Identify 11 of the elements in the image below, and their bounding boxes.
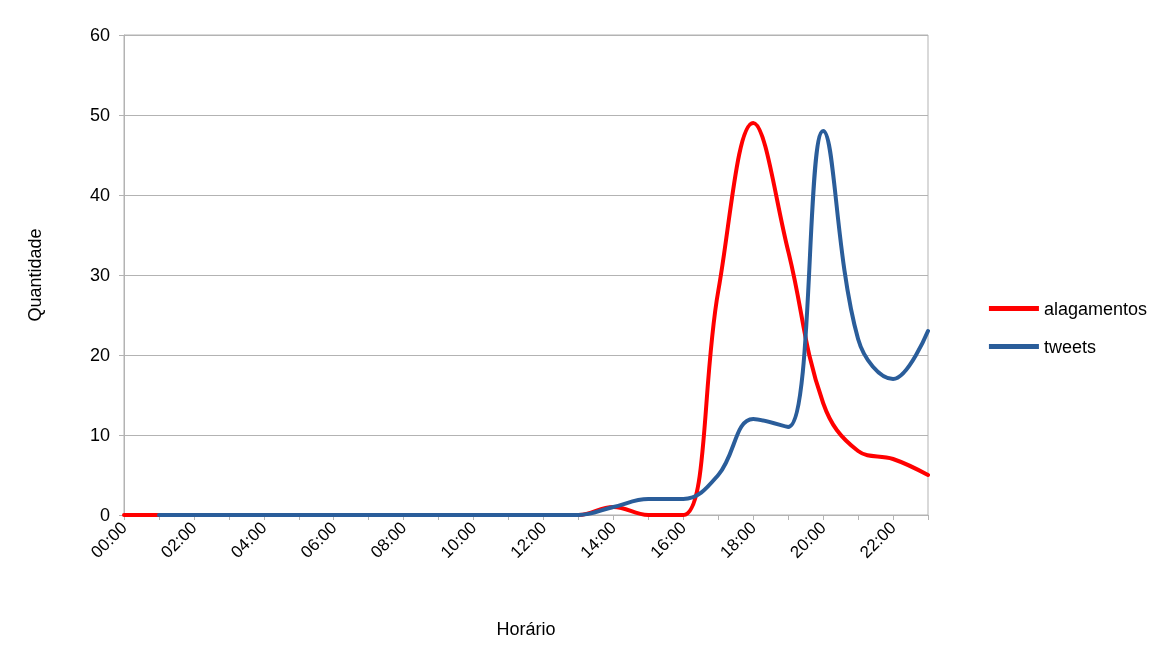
y-tick-label: 60 — [89, 25, 110, 45]
y-axis-title: Quantidade — [25, 228, 45, 322]
y-tick-label: 20 — [89, 345, 110, 365]
x-axis-title: Horário — [496, 619, 556, 639]
y-tick-label: 50 — [89, 105, 110, 125]
y-tick-label: 40 — [89, 185, 110, 205]
y-tick-label: 0 — [99, 505, 110, 525]
legend-label: alagamentos — [1043, 298, 1148, 319]
y-tick-label: 10 — [89, 425, 110, 445]
y-tick-label: 30 — [89, 265, 110, 285]
legend-label: tweets — [1043, 336, 1096, 357]
